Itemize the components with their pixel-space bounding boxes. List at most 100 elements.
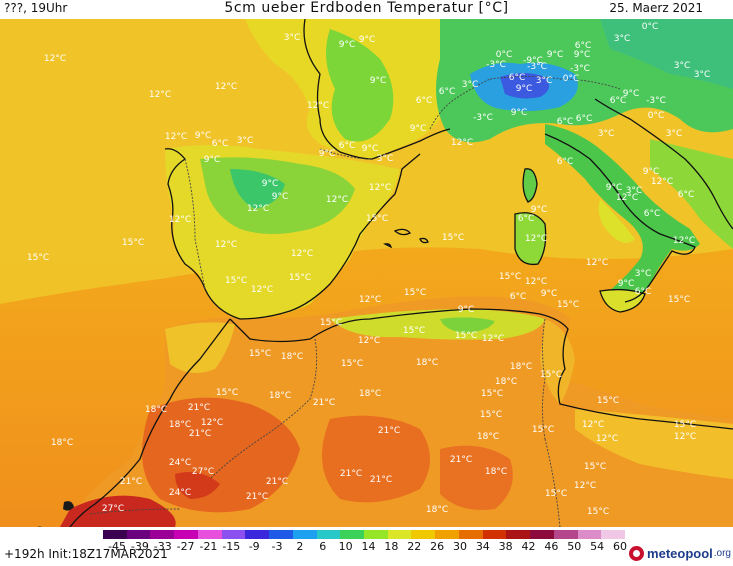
temperature-label: 15°C [27,253,49,263]
temperature-label: 9°C [370,76,387,86]
temperature-label: -3°C [570,64,590,74]
scale-tick-label: 2 [296,540,304,553]
scale-color-segment [340,530,365,539]
temperature-label: 15°C [480,410,502,420]
scale-color-segment [316,530,341,539]
temperature-label: 3°C [635,269,652,279]
temperature-label: 18°C [269,391,291,401]
france-coastline [303,19,451,160]
temperature-label: 18°C [510,362,532,372]
temperature-label: 9°C [541,289,558,299]
balearic-islands [383,228,429,249]
temperature-label: 6°C [635,287,652,297]
temperature-label: 3°C [666,129,683,139]
temperature-label: 6°C [510,292,527,302]
temperature-label: 15°C [320,318,342,328]
temperature-label: 12°C [586,258,608,268]
forecast-time-label: ???, 19Uhr [4,1,68,15]
temperature-label: 3°C [598,129,615,139]
scale-color-segment [553,530,579,539]
map-footer: -45 -39 -33 -27 -21 -15 -9 -3 2 6 10 14 18 22 26 30 34 38… [0,527,733,566]
temperature-label: 3°C [284,33,301,43]
scale-color-segment [601,530,626,539]
country-borders [89,76,621,527]
iberia-cold-highland [230,169,285,209]
scale-color-segment [221,530,246,539]
scale-tick-label: 42 [521,540,536,553]
meteopool-logo[interactable]: meteopool .org [629,543,731,563]
temperature-label: 27°C [192,467,214,477]
temperature-label: -3°C [486,60,506,70]
tunisia-region [540,319,575,404]
scale-tick-label: 14 [361,540,376,553]
temperature-label: 3°C [694,70,711,80]
temperature-label: 27°C [102,504,124,514]
temperature-label: -3°C [473,113,493,123]
scale-tick-label: -33 [153,540,172,553]
scale-color-segment [411,530,436,539]
hotspot-morocco [175,471,220,499]
temperature-label: 3°C [626,186,643,196]
temperature-label: 15°C [668,295,690,305]
temperature-label: 18°C [169,420,191,430]
temperature-label: 21°C [189,429,211,439]
temperature-label: 18°C [426,505,448,515]
scale-color-segment [103,530,128,539]
temperature-label: 9°C [531,205,548,215]
scale-tick-label: -39 [130,540,149,553]
temperature-label: 9°C [606,183,623,193]
map-header: ???, 19Uhr 5cm ueber Erdboden Temperatur… [0,0,733,19]
temperature-label: 15°C [225,276,247,286]
temperature-label: 9°C [204,155,221,165]
border-fr-es [319,148,373,160]
temperature-label: 12°C [165,132,187,142]
scale-color-segment [292,530,318,539]
temperature-label: 9°C [458,305,475,315]
temperature-label: 9°C [511,108,528,118]
temperature-label: 6°C [575,41,592,51]
temperature-label: 3°C [536,76,553,86]
temperature-color-scale [103,530,626,539]
temperature-label: 3°C [614,34,631,44]
temperature-label: 12°C [149,90,171,100]
temperature-label: 18°C [477,432,499,442]
temperature-label: 18°C [281,352,303,362]
scale-color-segment [506,530,531,539]
temperature-label: 12°C [616,193,638,203]
temperature-label: 21°C [120,477,142,487]
border-dz-ly [544,438,561,527]
temperature-label: 15°C [584,462,606,472]
temperature-label: 18°C [145,405,167,415]
temperature-label: 12°C [359,295,381,305]
temperature-label: 9°C [262,179,279,189]
temperature-label: 15°C [366,214,388,224]
border-dz-tn [542,318,546,440]
temperature-label: 6°C [416,96,433,106]
temperature-label: 12°C [651,177,673,187]
scale-color-segment [458,530,484,539]
temperature-label: 18°C [359,389,381,399]
temperature-label: 15°C [249,349,271,359]
temperature-labels: 12°C12°C12°C12°C3°C9°C 9°C9°C6°C6°C3°C0°C… [27,22,710,517]
temperature-label: 0°C [642,22,659,32]
logo-mark-icon [629,545,645,561]
temperature-label: 9°C [410,124,427,134]
temperature-label: 9°C [339,40,356,50]
temperature-label: 9°C [359,35,376,45]
scale-color-segment [174,530,199,539]
temperature-label: 15°C [442,233,464,243]
sardinia-coastline [514,212,547,266]
temperature-label: 0°C [563,74,580,84]
temperature-label: -9°C [523,56,543,66]
temperature-label: 9°C [574,50,591,60]
temperature-label: 18°C [51,438,73,448]
scale-color-segment [150,530,175,539]
temperature-label: 15°C [122,238,144,248]
temperature-label: 21°C [266,477,288,487]
scale-tick-label: -27 [176,540,195,553]
temperature-label: 15°C [545,489,567,499]
temperature-label: 6°C [610,96,627,106]
sahara-hot-3 [440,445,513,510]
temperature-label: 21°C [246,492,268,502]
